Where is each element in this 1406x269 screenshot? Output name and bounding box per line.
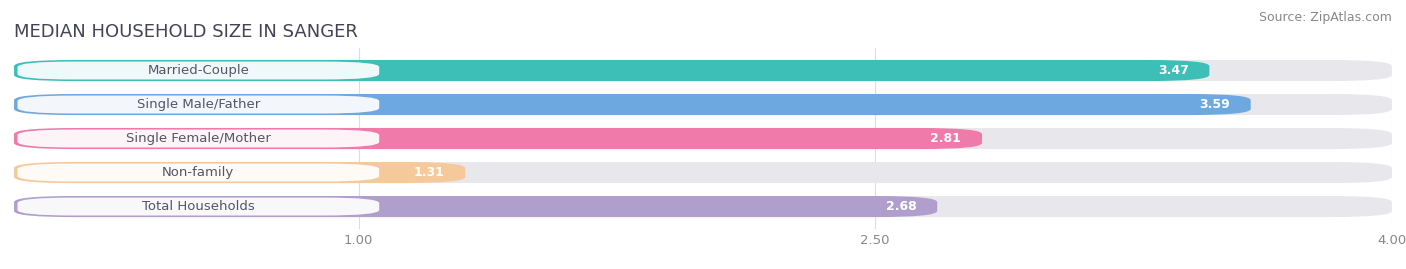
- Text: Married-Couple: Married-Couple: [148, 64, 249, 77]
- FancyBboxPatch shape: [17, 164, 380, 182]
- Text: 3.59: 3.59: [1199, 98, 1230, 111]
- Text: MEDIAN HOUSEHOLD SIZE IN SANGER: MEDIAN HOUSEHOLD SIZE IN SANGER: [14, 23, 359, 41]
- FancyBboxPatch shape: [17, 95, 380, 114]
- Text: 2.68: 2.68: [886, 200, 917, 213]
- FancyBboxPatch shape: [14, 162, 1392, 183]
- FancyBboxPatch shape: [17, 198, 380, 215]
- Text: 2.81: 2.81: [931, 132, 962, 145]
- Text: 1.31: 1.31: [413, 166, 444, 179]
- Text: Source: ZipAtlas.com: Source: ZipAtlas.com: [1258, 11, 1392, 24]
- FancyBboxPatch shape: [14, 94, 1392, 115]
- FancyBboxPatch shape: [14, 196, 1392, 217]
- Text: Total Households: Total Households: [142, 200, 254, 213]
- Text: 3.47: 3.47: [1157, 64, 1188, 77]
- Text: Non-family: Non-family: [162, 166, 235, 179]
- FancyBboxPatch shape: [14, 162, 465, 183]
- FancyBboxPatch shape: [14, 128, 1392, 149]
- FancyBboxPatch shape: [17, 130, 380, 147]
- FancyBboxPatch shape: [17, 62, 380, 79]
- Text: Single Female/Mother: Single Female/Mother: [127, 132, 271, 145]
- Text: Single Male/Father: Single Male/Father: [136, 98, 260, 111]
- FancyBboxPatch shape: [14, 60, 1392, 81]
- FancyBboxPatch shape: [14, 60, 1209, 81]
- FancyBboxPatch shape: [14, 94, 1251, 115]
- FancyBboxPatch shape: [14, 196, 938, 217]
- FancyBboxPatch shape: [14, 128, 981, 149]
